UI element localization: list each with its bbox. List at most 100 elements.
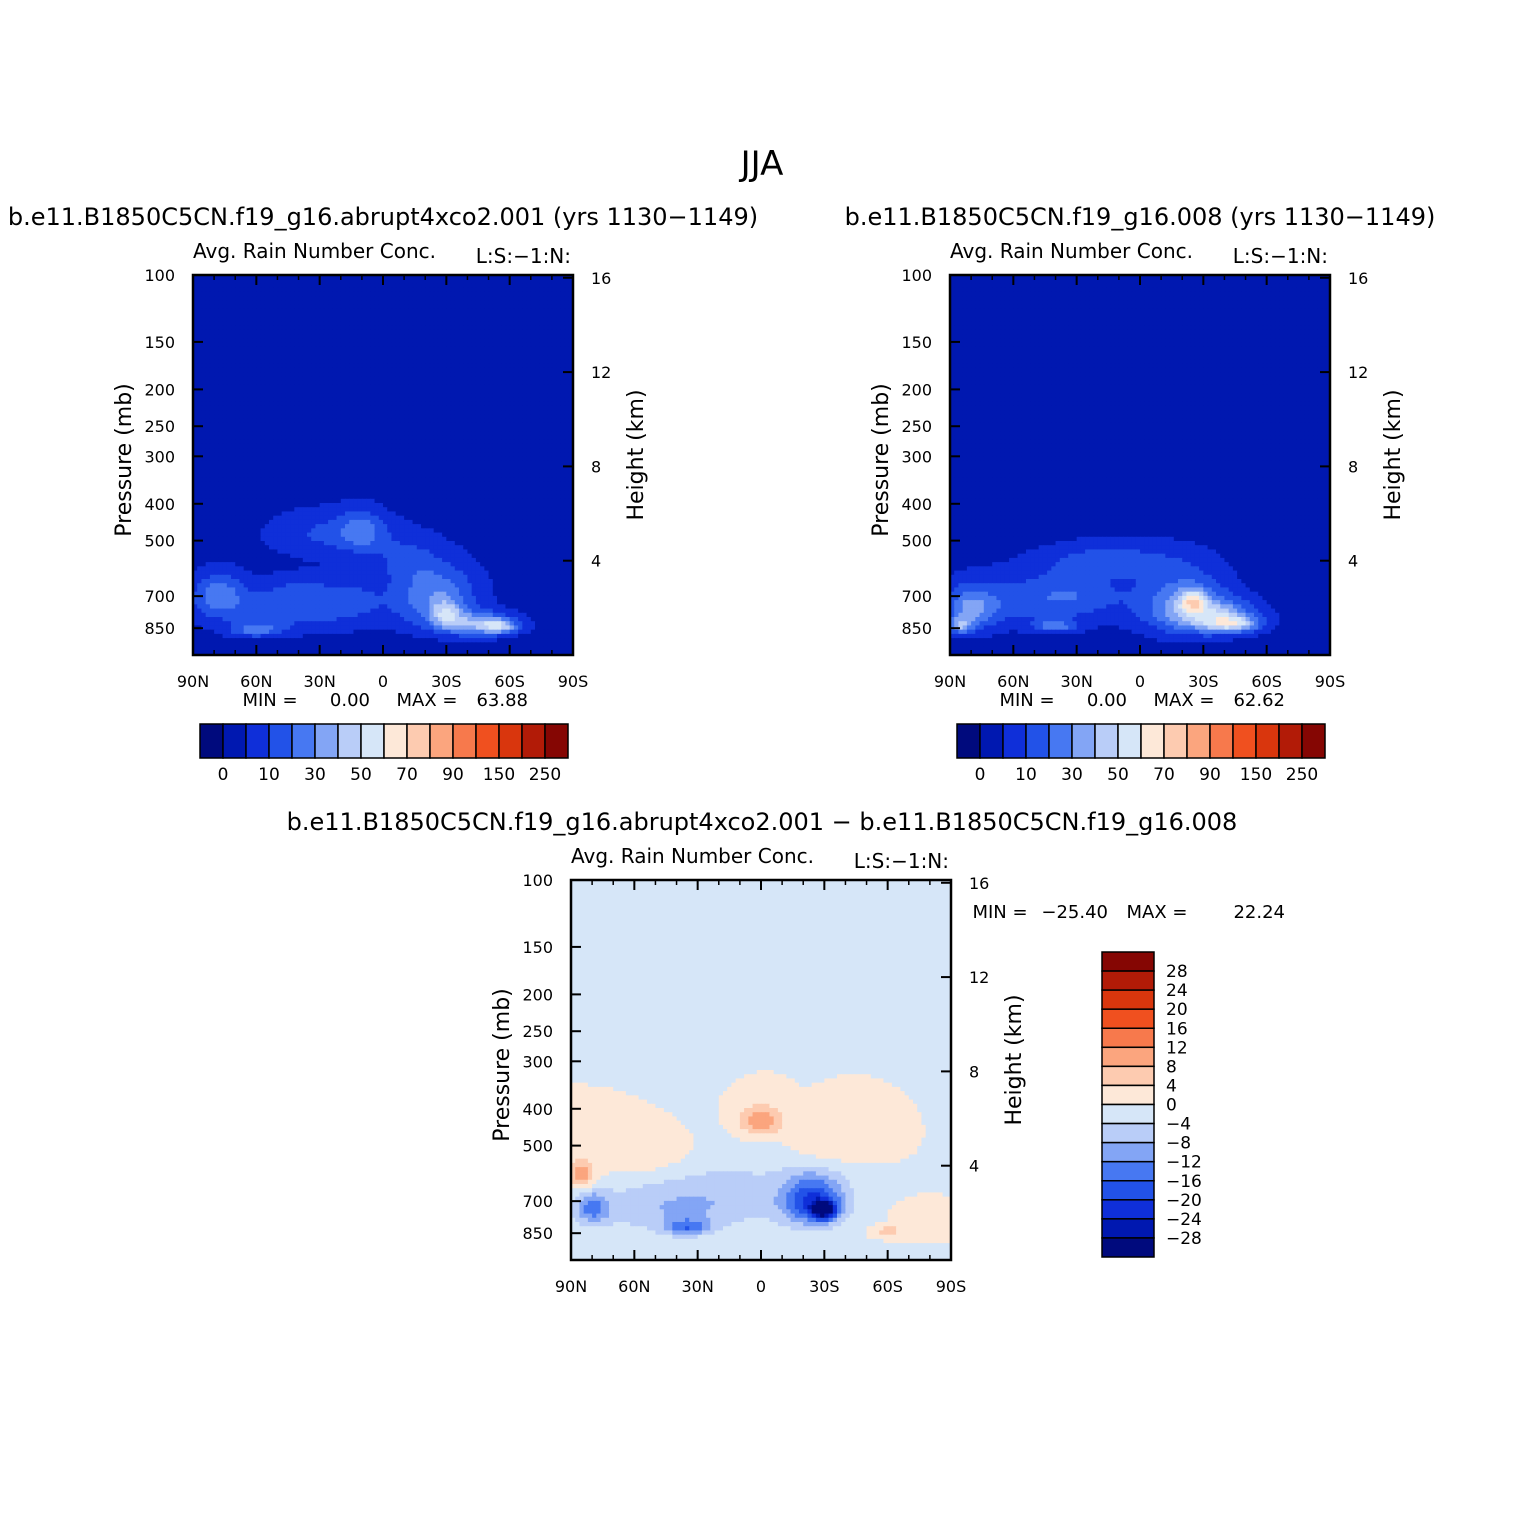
y2-tick-label: 12	[969, 968, 989, 987]
colorbar-label: 250	[529, 765, 561, 785]
x-tick-label: 0	[756, 1277, 766, 1296]
colorbar-box	[1210, 724, 1233, 758]
y-tick-label: 150	[522, 938, 553, 957]
contour-field	[950, 275, 1331, 656]
colorbar-box	[1102, 1009, 1154, 1028]
y-tick-label: 400	[522, 1100, 553, 1119]
colorbar-label: −12	[1166, 1153, 1202, 1173]
panel-units: L:S:−1:N:	[476, 244, 571, 268]
y2-tick-label: 16	[1348, 269, 1368, 288]
colorbar-box	[980, 724, 1003, 758]
colorbar-box	[1102, 1105, 1154, 1124]
x-tick-label: 30S	[809, 1277, 840, 1296]
x-tick-label: 30N	[304, 672, 336, 691]
y-tick-label: 250	[144, 417, 175, 436]
colorbar-label: −28	[1166, 1229, 1202, 1249]
colorbar-box	[292, 724, 315, 758]
stats-max-label: MAX =	[1127, 902, 1188, 923]
stats-min-value: 0.00	[1087, 690, 1127, 711]
y2-axis-title: Height (km)	[1002, 994, 1027, 1125]
y-tick-label: 850	[144, 619, 175, 638]
y2-tick-label: 8	[591, 457, 601, 476]
x-tick-label: 60S	[494, 672, 525, 691]
colorbar-label: −4	[1166, 1115, 1191, 1135]
y2-axis-title: Height (km)	[624, 389, 649, 520]
colorbar-box	[1102, 1085, 1154, 1104]
y-tick-label: 300	[144, 447, 175, 466]
stats-min-value: 0.00	[330, 690, 370, 711]
x-tick-label: 60S	[872, 1277, 903, 1296]
colorbar-box	[957, 724, 980, 758]
colorbar-box	[361, 724, 384, 758]
y-tick-label: 100	[901, 266, 932, 285]
stats-min-value: −25.40	[1041, 902, 1108, 923]
colorbar-box	[1279, 724, 1302, 758]
y-tick-label: 500	[522, 1137, 553, 1156]
x-tick-label: 90N	[934, 672, 966, 691]
colorbar-box	[1102, 1219, 1154, 1238]
colorbar-box	[1141, 724, 1164, 758]
y-tick-label: 200	[522, 985, 553, 1004]
x-tick-label: 60N	[240, 672, 272, 691]
contour-field	[571, 880, 952, 1261]
colorbar-box	[453, 724, 476, 758]
panel-case-title: b.e11.B1850C5CN.f19_g16.abrupt4xco2.001 …	[8, 203, 758, 231]
x-tick-label: 90S	[936, 1277, 967, 1296]
contour-field	[193, 275, 574, 656]
y-tick-label: 100	[144, 266, 175, 285]
colorbar-box	[1102, 1162, 1154, 1181]
stats-max-value: 22.24	[1233, 902, 1285, 923]
x-tick-label: 30S	[431, 672, 462, 691]
colorbar-box	[200, 724, 223, 758]
colorbar-label: 50	[1107, 765, 1129, 785]
colorbar-box	[1102, 1238, 1154, 1257]
y-tick-label: 200	[144, 380, 175, 399]
colorbar: 0 10 30 50 70 90 150 250	[200, 724, 568, 785]
colorbar-box	[1072, 724, 1095, 758]
colorbar-box	[1026, 724, 1049, 758]
stats-max-value: 63.88	[476, 690, 528, 711]
colorbar-label: 10	[1015, 765, 1037, 785]
colorbar-box	[1095, 724, 1118, 758]
y-tick-label: 200	[901, 380, 932, 399]
colorbar-box	[1102, 990, 1154, 1009]
colorbar-box	[1102, 1028, 1154, 1047]
colorbar-box	[1003, 724, 1026, 758]
x-tick-label: 30N	[682, 1277, 714, 1296]
x-tick-label: 60N	[618, 1277, 650, 1296]
colorbar-box	[545, 724, 568, 758]
y-tick-label: 700	[522, 1192, 553, 1211]
colorbar-box	[223, 724, 246, 758]
y2-axis-title: Height (km)	[1381, 389, 1406, 520]
panel-units: L:S:−1:N:	[854, 849, 949, 873]
panel-case-title: b.e11.B1850C5CN.f19_g16.abrupt4xco2.001 …	[287, 808, 1238, 836]
colorbar-label: 4	[1166, 1076, 1177, 1096]
colorbar-box	[430, 724, 453, 758]
colorbar-box	[407, 724, 430, 758]
colorbar-box	[1102, 1124, 1154, 1143]
panel-1: b.e11.B1850C5CN.f19_g16.abrupt4xco2.001 …	[8, 203, 758, 785]
figure-title: JJA	[739, 144, 784, 184]
y-axis-title: Pressure (mb)	[112, 383, 137, 537]
colorbar-box	[1256, 724, 1279, 758]
x-tick-label: 0	[1135, 672, 1145, 691]
x-tick-label: 60N	[997, 672, 1029, 691]
y-tick-label: 700	[901, 587, 932, 606]
y-tick-label: 400	[901, 495, 932, 514]
panel-units: L:S:−1:N:	[1233, 244, 1328, 268]
y-tick-label: 250	[901, 417, 932, 436]
x-tick-label: 60S	[1251, 672, 1282, 691]
colorbar-box	[1233, 724, 1256, 758]
colorbar-label: 8	[1166, 1057, 1177, 1077]
x-tick-label: 90N	[177, 672, 209, 691]
stats-max-label: MAX =	[1154, 690, 1215, 711]
colorbar-box	[1118, 724, 1141, 758]
y2-tick-label: 8	[969, 1062, 979, 1081]
stats-min-label: MIN =	[972, 902, 1027, 923]
x-tick-label: 0	[378, 672, 388, 691]
x-tick-label: 30N	[1061, 672, 1093, 691]
y2-tick-label: 4	[1348, 552, 1358, 571]
y2-tick-label: 16	[969, 874, 989, 893]
panel-title: Avg. Rain Number Conc.	[193, 239, 436, 263]
